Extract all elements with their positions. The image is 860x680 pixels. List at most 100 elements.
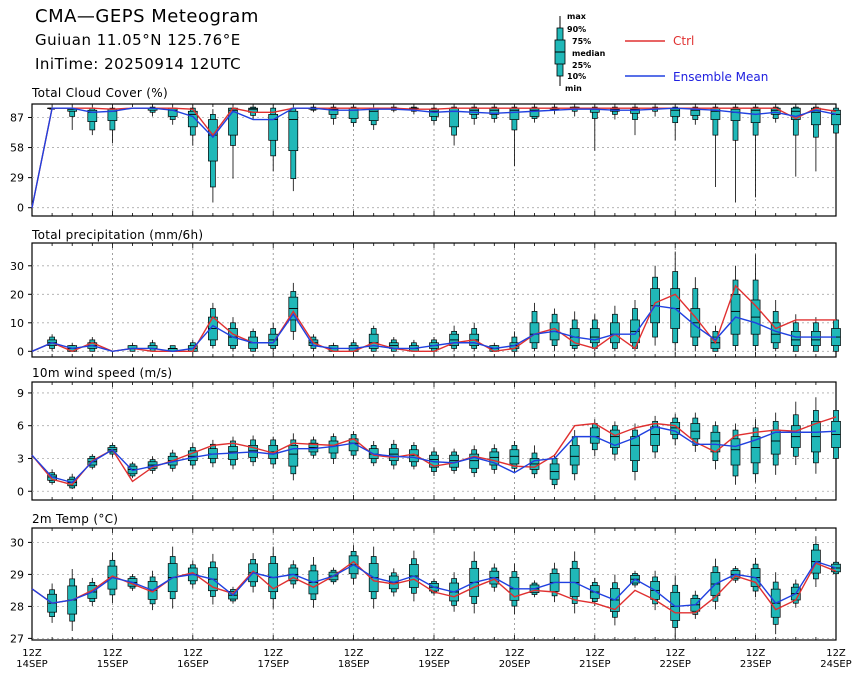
ensemble-box [388,337,399,352]
cloud-panel-title: Total Cloud Cover (%) [32,86,168,100]
box-inner [670,422,681,435]
ensemble-box [449,325,459,352]
y-tick-label: 29 [10,172,24,185]
ensemble-box [208,109,218,203]
ensemble-box [368,107,379,130]
ensemble-mean-line [31,560,837,608]
ensemble-box [549,454,560,490]
box-inner [589,328,600,344]
temp-panel-title: 2m Temp (°C) [32,512,119,526]
time-label-date: 24SEP [820,659,851,670]
time-label-hour: 12Z [183,648,203,659]
y-tick-label: 27 [10,632,24,645]
ensemble-box [630,106,640,136]
ensemble-box [650,415,660,459]
y-tick-label: 0 [17,345,24,358]
ensemble-box [811,317,821,352]
time-label-hour: 12Z [103,648,123,659]
ensemble-box [831,311,841,352]
ensemble-mean-line [31,107,837,208]
y-tick-label: 20 [10,288,24,301]
ensemble-box [569,311,580,352]
ensemble-box [187,107,198,146]
box-inner [509,449,520,465]
box-inner [388,448,399,462]
ensemble-box [589,106,600,151]
y-tick-label: 3 [17,452,24,465]
ensemble-box [831,107,841,141]
panel-2: 0 3 6 9 [17,381,841,501]
ensemble-mean-line [31,426,837,484]
ensemble-box [228,107,238,179]
y-tick-label: 87 [10,111,24,124]
y-tick-label: 0 [17,485,24,498]
box-inner [730,438,741,466]
time-label-date: 14SEP [16,659,47,670]
box-inner [630,436,640,462]
box-inner [409,449,419,463]
panel-3: 27 28 29 30 [10,527,841,645]
box-outer [712,106,719,136]
ensemble-box [811,106,821,172]
ensemble-box [67,107,78,130]
legend-graphics [554,16,665,86]
y-tick-label: 9 [17,387,24,400]
box-inner [750,436,761,464]
box-inner [187,110,198,128]
ensemble-box [529,302,540,352]
ensemble-box [429,337,439,352]
ensemble-box [630,423,640,481]
ensemble-box [127,342,138,352]
ensemble-box [529,106,540,123]
time-label-hour: 12Z [263,648,283,659]
box-outer [792,106,799,136]
ctrl-series-line [31,107,837,208]
ensemble-box [770,412,781,475]
panel-0: 0 29 58 87 [10,103,841,217]
time-label-hour: 12Z [344,648,364,659]
ensemble-box [750,254,761,352]
ensemble-box [690,412,701,452]
ensemble-box [268,107,279,172]
legend-min-label: min [565,84,582,93]
box-inner [87,109,98,122]
ensemble-box [308,436,319,459]
ctrl-series-line [31,284,836,353]
time-label-date: 22SEP [659,659,690,670]
wind-panel-title: 10m wind speed (m/s) [32,366,173,380]
ensemble-box [509,441,520,473]
ensemble-box [449,106,459,146]
box-inner [790,331,801,346]
panels: 0 29 58 87 0 10 20 30 0 3 6 9 27 28 29 30 [10,103,841,645]
panel-1: 0 10 20 30 [10,242,841,358]
ensemble-box [610,305,620,352]
y-tick-label: 30 [10,536,24,549]
precip-panel-title: Total precipitation (mm/6h) [32,228,204,242]
ensemble-box [368,325,379,352]
box-inner [288,110,299,152]
ensemble-box [489,106,500,123]
ensemble-box [409,339,419,352]
box-inner [187,450,198,462]
ensemble-box [248,435,258,467]
time-label-hour: 12Z [746,648,766,659]
box-inner [610,429,620,448]
ensemble-box [348,106,359,127]
time-label-date: 15SEP [97,659,128,670]
box-inner [589,427,600,444]
ensemble-box [710,106,721,187]
box-inner [529,107,540,117]
ensemble-box [730,423,741,485]
ensemble-box [610,421,620,461]
y-tick-label: 10 [10,317,24,330]
ensemble-box [730,106,741,203]
ensemble-box [630,300,640,352]
chart-title: CMA—GEPS Meteogram [35,6,259,27]
time-label-hour: 12Z [22,648,42,659]
ensemble-box [730,265,741,352]
legend-p25-label: 25% [572,61,592,70]
box-inner [469,107,480,115]
time-label-hour: 12Z [424,648,444,659]
time-axis: 12Z14SEP12Z15SEP12Z16SEP12Z17SEP12Z18SEP… [16,648,851,670]
